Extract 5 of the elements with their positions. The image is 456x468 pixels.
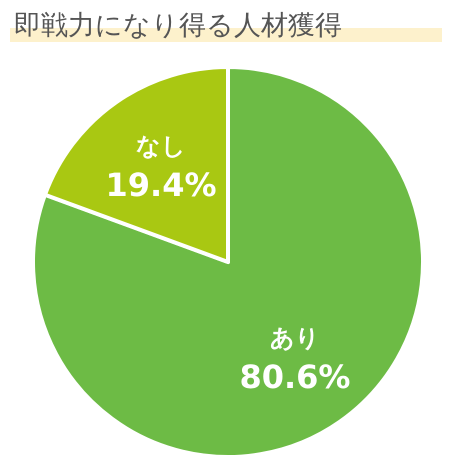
data-label: 80.6% (239, 358, 350, 396)
slice-label: あり (270, 324, 320, 352)
data-label: 19.4% (106, 166, 217, 204)
chart-title: 即戦力になり得る人材獲得 (14, 10, 342, 41)
slice-label: なし (136, 132, 186, 160)
